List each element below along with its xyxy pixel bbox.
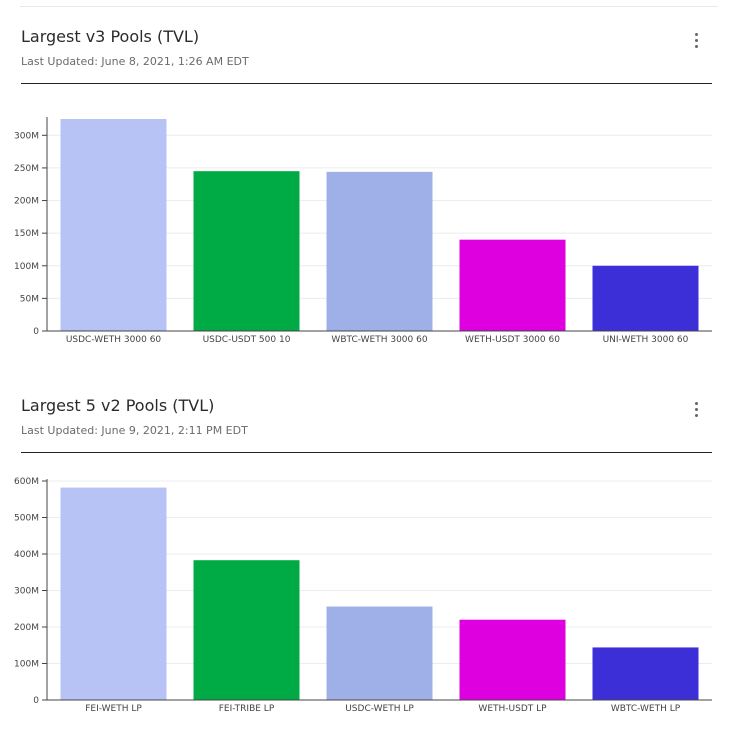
y-tick-label: 500M — [14, 514, 39, 524]
y-tick-label: 0 — [33, 327, 39, 337]
x-category-label: UNI-WETH 3000 60 — [603, 335, 689, 345]
y-tick-label: 250M — [14, 164, 39, 174]
header-rule — [21, 83, 712, 84]
bar-1 — [60, 119, 167, 331]
y-tick-label: 300M — [14, 131, 39, 141]
v3-pools-bar-chart: 0 50M 100M 150M 200M 250M 300M USDC-WETH 3000 6… — [14, 117, 712, 345]
y-tick-label: 200M — [14, 623, 39, 633]
bar-5 — [592, 265, 699, 331]
top-divider — [20, 6, 718, 7]
y-tick-label: 150M — [14, 229, 39, 239]
bar-2 — [193, 171, 300, 331]
bar-4 — [459, 239, 566, 331]
y-tick-label: 100M — [14, 262, 39, 272]
y-tick-label: 0 — [33, 696, 39, 706]
y-tick-label: 600M — [14, 477, 39, 487]
more-vertical-icon[interactable] — [690, 401, 702, 417]
x-category-label: FEI-WETH LP — [85, 704, 142, 714]
bar-3 — [326, 606, 433, 700]
y-tick-label: 200M — [14, 197, 39, 207]
last-updated-text: Last Updated: June 8, 2021, 1:26 AM EDT — [21, 55, 249, 68]
bar-4 — [459, 619, 566, 700]
last-updated-text: Last Updated: June 9, 2021, 2:11 PM EDT — [21, 424, 248, 437]
x-category-label: WETH-USDT LP — [478, 704, 547, 714]
x-category-label: WBTC-WETH 3000 60 — [331, 335, 427, 345]
x-category-label: USDC-WETH 3000 60 — [66, 335, 162, 345]
y-tick-label: 50M — [20, 294, 39, 304]
y-tick-label: 400M — [14, 550, 39, 560]
x-category-label: FEI-TRIBE LP — [219, 704, 275, 714]
y-tick-label: 100M — [14, 660, 39, 670]
x-category-label: WETH-USDT 3000 60 — [465, 335, 560, 345]
x-category-label: WBTC-WETH LP — [611, 704, 681, 714]
panel-title: Largest 5 v2 Pools (TVL) — [21, 396, 215, 415]
x-category-label: USDC-USDT 500 10 — [203, 335, 291, 345]
bar-1 — [60, 487, 167, 700]
bar-3 — [326, 171, 433, 331]
header-rule — [21, 452, 712, 453]
bar-2 — [193, 560, 300, 700]
x-category-label: USDC-WETH LP — [345, 704, 414, 714]
panel-title: Largest v3 Pools (TVL) — [21, 27, 200, 46]
y-tick-label: 300M — [14, 587, 39, 597]
bar-5 — [592, 647, 699, 700]
more-vertical-icon[interactable] — [690, 32, 702, 48]
